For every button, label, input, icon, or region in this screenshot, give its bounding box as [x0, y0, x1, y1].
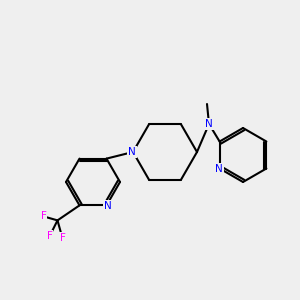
- Text: F: F: [60, 233, 65, 243]
- Text: N: N: [215, 164, 223, 175]
- Text: F: F: [40, 212, 46, 221]
- Text: N: N: [205, 119, 213, 129]
- Text: F: F: [46, 231, 52, 242]
- Text: N: N: [103, 201, 111, 212]
- Text: N: N: [128, 147, 136, 157]
